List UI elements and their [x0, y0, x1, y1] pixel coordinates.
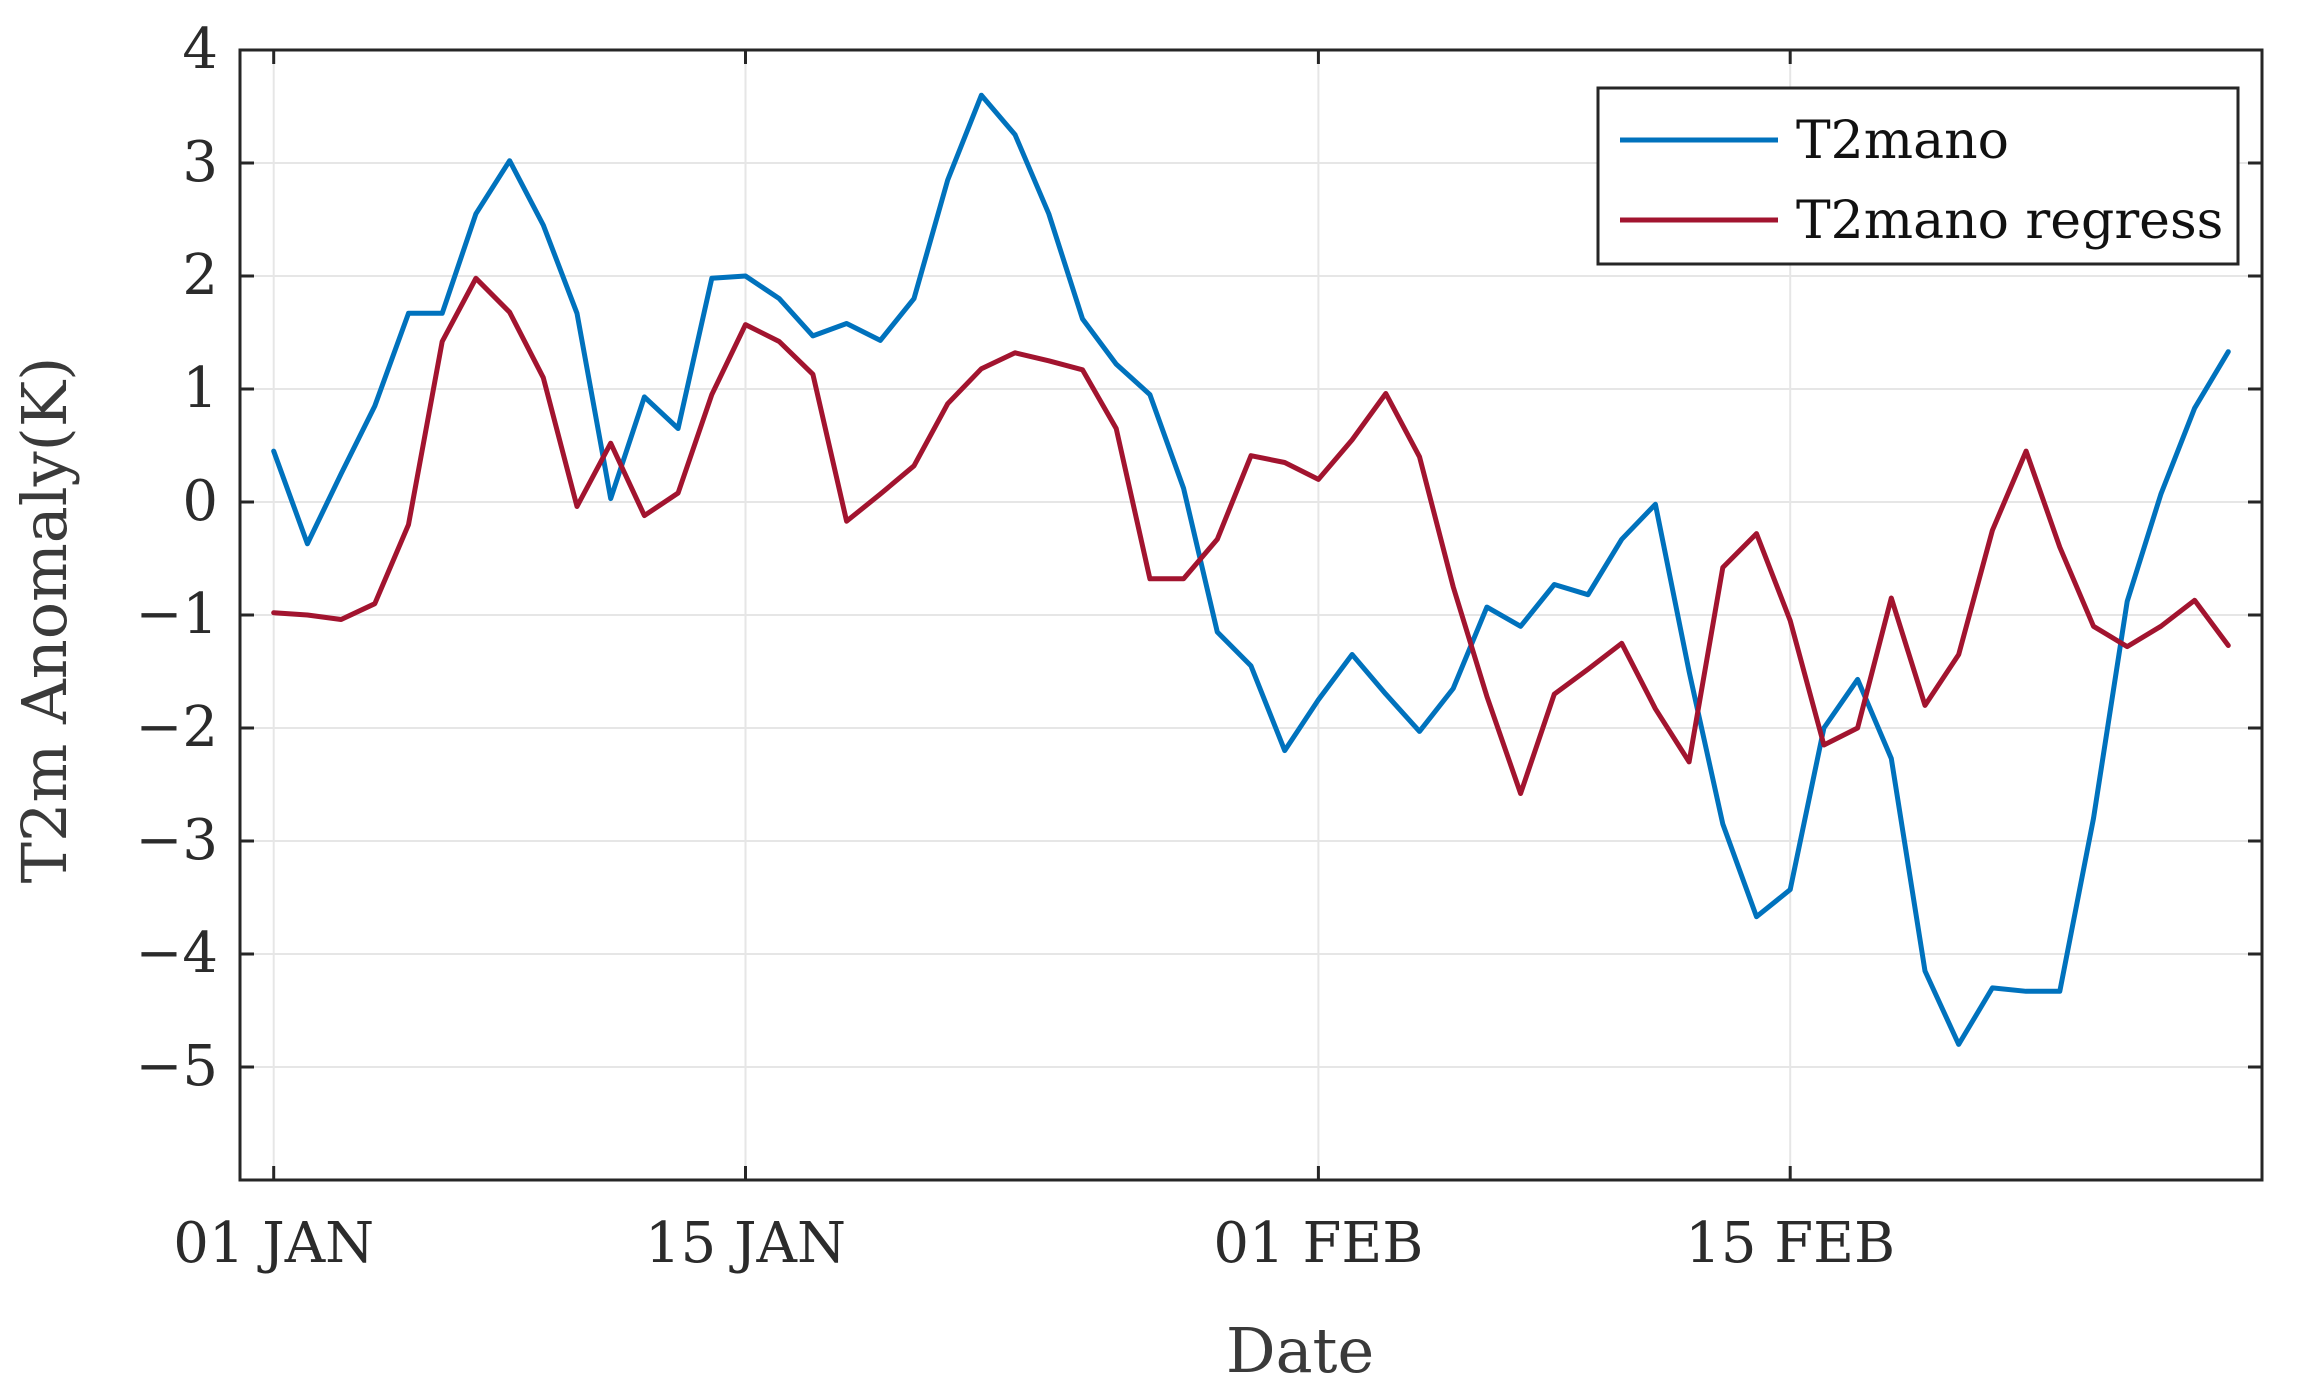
series-layer	[271, 92, 2231, 1047]
y-tick-label: 2	[182, 243, 218, 308]
x-tick-label: 15 FEB	[1685, 1211, 1895, 1276]
legend: T2mano T2mano regress	[1596, 86, 2240, 266]
x-tick-label: 01 FEB	[1213, 1211, 1423, 1276]
y-tick-label: 1	[182, 356, 218, 421]
y-tick-label: −1	[135, 582, 218, 647]
x-tick-label: 01 JAN	[173, 1211, 374, 1276]
y-tick-label: −4	[135, 921, 218, 986]
y-tick-label: 4	[182, 17, 218, 82]
x-axis-label: Date	[1226, 1314, 1374, 1387]
legend-box	[1596, 86, 2240, 266]
x-tick-label: 15 JAN	[645, 1211, 846, 1276]
series-line-t2mano-regress	[271, 275, 2231, 796]
y-tick-label: −2	[135, 695, 218, 760]
y-tick-label: −3	[135, 808, 218, 873]
y-tick-label: 3	[182, 130, 218, 195]
y-tick-label: −5	[135, 1034, 218, 1099]
series-line-t2mano	[271, 92, 2231, 1047]
tick-label-layer: 4 3 2 1 0 −1 −2 −3 −4 −5 01 JAN 15 JAN 01 FEB 15 FEB	[135, 17, 1895, 1276]
y-axis-label: T2m Anomaly(K)	[8, 357, 81, 884]
legend-label: T2mano regress	[1796, 191, 2223, 251]
y-tick-label: 0	[182, 469, 218, 534]
tick-layer	[240, 48, 2262, 1180]
legend-label: T2mano	[1796, 111, 2009, 171]
